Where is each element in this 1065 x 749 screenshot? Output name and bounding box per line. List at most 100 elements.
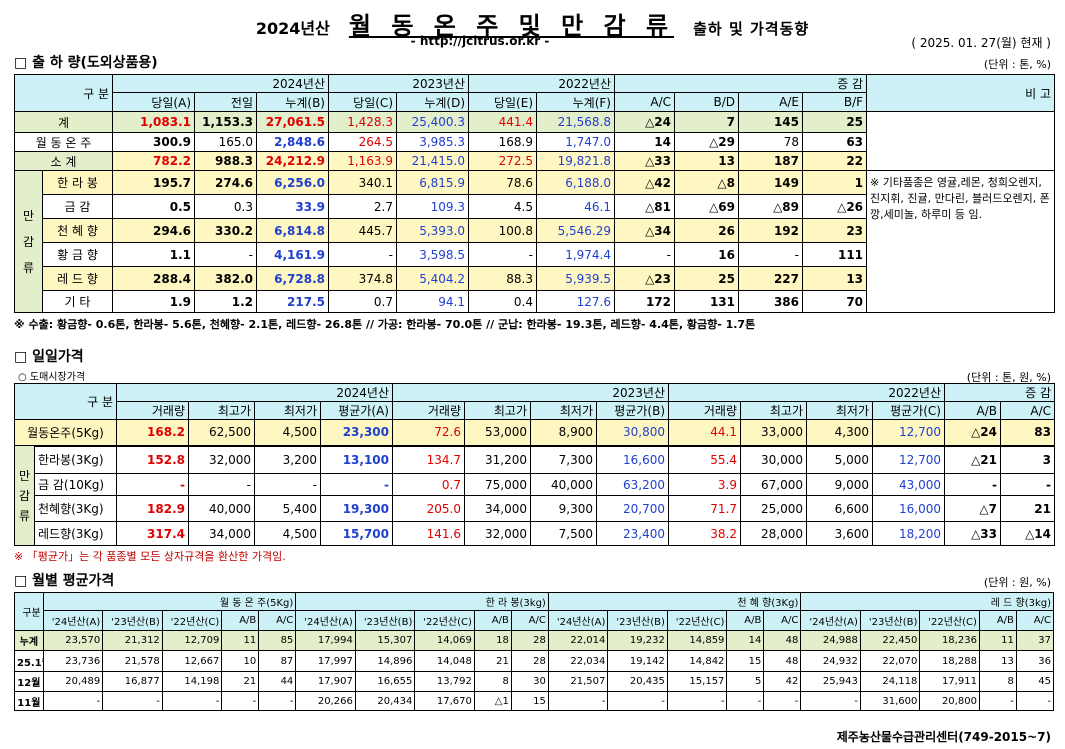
side-char: 만 bbox=[18, 468, 31, 483]
monthly-cell: 45 bbox=[1015, 671, 1055, 692]
daily-price-table: 구 분 2024년산 2023년산 2022년산 증 감 거래량 최고가 최저가 평균… bbox=[14, 383, 1055, 546]
daily-cell: 23,300 bbox=[320, 419, 393, 446]
table-cell: 6,815.9 bbox=[396, 170, 469, 195]
table-cell: 1,747.0 bbox=[536, 132, 615, 152]
monthly-cell: 17,997 bbox=[295, 650, 356, 672]
table-cell: △26 bbox=[801, 194, 868, 219]
monthly-cell: 15 bbox=[726, 650, 765, 672]
table-cell: 6,256.0 bbox=[256, 170, 329, 195]
monthly-row: 11월 - - - - -20,266 20,434 17,670 △1 15- - - - - -31,6… bbox=[14, 691, 1055, 711]
daily-cell: 9,000 bbox=[806, 473, 873, 496]
report-header: 2024년산 월 동 온 주 및 만 감 류 출하 및 가격동향 bbox=[0, 6, 1065, 40]
sub-head: 누계(D) bbox=[396, 92, 469, 112]
daily-cell: 55.4 bbox=[668, 444, 741, 474]
remark-text: ※ 기타품종은 영귤,레몬, 청희오렌지, 진지휘, 진귤, 만다린, 블러드오… bbox=[866, 170, 1056, 313]
sub-head: 누계(B) bbox=[256, 92, 329, 112]
monthly-cell: 16,877 bbox=[102, 671, 163, 692]
monthly-cell: 13,792 bbox=[414, 671, 475, 692]
daily-cell: 12,700 bbox=[872, 419, 945, 446]
daily-cell: 3.9 bbox=[668, 473, 741, 496]
daily-cell: - bbox=[254, 473, 321, 496]
table-cell: 63 bbox=[801, 132, 868, 152]
table-cell: 192 bbox=[738, 218, 803, 243]
row-label: 기 타 bbox=[42, 290, 113, 313]
table-row: 계 1,083.1 1,153.3 27,061.5 1,428.3 25,400.3 44… bbox=[14, 111, 1056, 171]
side-char: 감 bbox=[18, 488, 31, 503]
monthly-cell: 17,994 bbox=[295, 630, 356, 651]
monthly-cell: 15,307 bbox=[354, 630, 416, 651]
daily-cell: 63,200 bbox=[596, 473, 669, 496]
daily-cell: 28,000 bbox=[740, 521, 807, 546]
shipment-section-title: □ 출 하 량(도외상품용) bbox=[14, 55, 158, 71]
table-row: 소 계 782.2 988.3 24,212.9 1,163.9 21,415.0 272.… bbox=[14, 151, 1055, 171]
monthly-sub-head: A/B bbox=[726, 610, 765, 631]
sub-head: 당일(C) bbox=[328, 92, 397, 112]
monthly-cell: 18 bbox=[473, 630, 512, 651]
table-cell: 272.5 bbox=[468, 151, 537, 171]
daily-sub-head: 거래량 bbox=[668, 401, 741, 420]
daily-row: 만 감 류 한라봉(3Kg) 152.8 32,000 3,200 13,100 134.7 31… bbox=[14, 444, 1055, 546]
daily-sub-head: A/C bbox=[1000, 401, 1055, 420]
monthly-cell: 21,578 bbox=[102, 650, 163, 672]
monthly-sub-head: '24년산(A) bbox=[295, 610, 356, 631]
monthly-row-label: 11월 bbox=[14, 691, 44, 711]
monthly-cell: - bbox=[726, 691, 765, 711]
daily-row: 레드향(3Kg) 317.4 34,000 4,500 15,700 141.6 32,00… bbox=[15, 521, 1055, 546]
monthly-cell: 22,450 bbox=[859, 630, 921, 651]
shipment-note: ※ 수출: 황금향- 0.6톤, 한라봉- 5.6톤, 천혜향- 2.1톤, 레… bbox=[14, 318, 756, 331]
monthly-cell: 21 bbox=[221, 671, 260, 692]
table-cell: 5,546.29 bbox=[536, 218, 615, 243]
monthly-cell: 14,842 bbox=[666, 650, 728, 672]
daily-cell: 30,800 bbox=[596, 419, 669, 446]
daily-row: 천혜향(3Kg) 182.9 40,000 5,400 19,300 205.0 34,00… bbox=[15, 495, 1055, 522]
table-cell: △81 bbox=[614, 194, 675, 219]
monthly-cell: 14,859 bbox=[666, 630, 728, 651]
table-cell: 25,400.3 bbox=[396, 111, 469, 133]
page-title: 월 동 온 주 및 만 감 류 bbox=[348, 12, 675, 40]
table-cell: 1 bbox=[801, 170, 868, 195]
table-cell: 0.4 bbox=[468, 290, 537, 313]
monthly-cell: 20,266 bbox=[295, 691, 356, 711]
daily-cell: 0.7 bbox=[392, 473, 465, 496]
table-cell: 217.5 bbox=[256, 290, 329, 313]
monthly-cell: 17,907 bbox=[295, 671, 356, 692]
daily-change-head: 증 감 bbox=[944, 383, 1055, 402]
daily-cell: 16,000 bbox=[872, 495, 945, 522]
group-head-onju: 월 동 온 주(5Kg) bbox=[42, 592, 297, 611]
daily-section-title: □ 일일가격 bbox=[14, 349, 84, 365]
monthly-row-label: 누계 bbox=[14, 630, 44, 651]
daily-cell: - bbox=[320, 473, 393, 496]
monthly-row: 누계 23,570 21,312 12,709 11 85 17,994 15,307 14,0… bbox=[14, 630, 1055, 651]
daily-sub-head: 최저가 bbox=[530, 401, 597, 420]
monthly-cell: 22,014 bbox=[547, 630, 609, 651]
monthly-cell: 42 bbox=[763, 671, 802, 692]
monthly-cell: - bbox=[258, 691, 297, 711]
monthly-row: 12월 20,489 16,877 14,198 21 44 17,907 16,655 13,… bbox=[14, 671, 1055, 692]
monthly-cell: 8 bbox=[978, 671, 1017, 692]
monthly-cell: 20,435 bbox=[607, 671, 668, 692]
monthly-cell: - bbox=[221, 691, 260, 711]
monthly-cell: - bbox=[547, 691, 609, 711]
side-char: 감 bbox=[22, 234, 35, 249]
daily-unit: (단위 : 톤, 원, %) bbox=[966, 371, 1051, 384]
table-cell: 1.2 bbox=[194, 290, 257, 313]
site-url[interactable]: - http://jcitrus.or.kr - bbox=[410, 34, 550, 48]
daily-sub-head: 최저가 bbox=[806, 401, 873, 420]
table-cell: - bbox=[328, 242, 397, 267]
monthly-cell: 14 bbox=[726, 630, 765, 651]
sub-head: B/D bbox=[674, 92, 739, 112]
table-cell: 25 bbox=[674, 266, 739, 291]
table-cell: △89 bbox=[738, 194, 803, 219]
daily-cell: 40,000 bbox=[530, 473, 597, 496]
table-row: 레 드 향 288.4 382.0 6,728.8 374.8 5,404.2 88.3 5,… bbox=[15, 266, 1055, 291]
daily-cell: 43,000 bbox=[872, 473, 945, 496]
table-cell: 111 bbox=[801, 242, 868, 267]
monthly-cell: △1 bbox=[473, 691, 512, 711]
monthly-sub-head: '23년산(B) bbox=[859, 610, 921, 631]
monthly-cell: 15 bbox=[510, 691, 549, 711]
monthly-cell: 17,670 bbox=[414, 691, 475, 711]
monthly-sub-head: A/C bbox=[510, 610, 549, 631]
daily-cell: 67,000 bbox=[740, 473, 807, 496]
daily-cell: 33,000 bbox=[740, 419, 807, 446]
monthly-cell: 21 bbox=[473, 650, 512, 672]
